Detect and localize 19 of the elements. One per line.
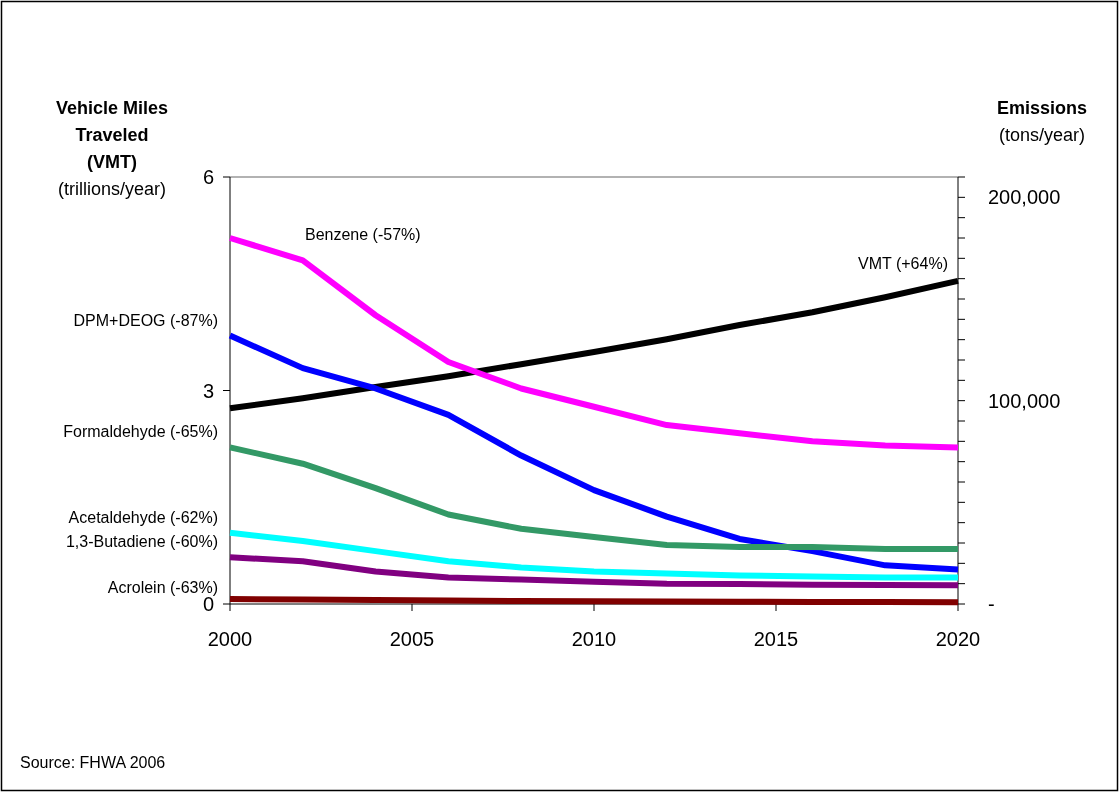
series-label: DPM+DEOG (-87%)	[73, 311, 218, 329]
x-tick-label: 2015	[753, 628, 799, 650]
source-note: Source: FHWA 2006	[20, 754, 166, 771]
y2-tick-label: 200,000	[988, 186, 1061, 209]
series-label: Formaldehyde (-65%)	[63, 423, 218, 441]
y2-tick-label: -	[988, 593, 995, 615]
x-tick-label: 2010	[571, 628, 617, 650]
x-tick-label: 2005	[389, 628, 435, 650]
y-tick-label: 6	[202, 166, 214, 188]
series-label: VMT (+64%)	[858, 254, 948, 272]
x-tick-label: 2020	[935, 628, 981, 650]
x-tick-label: 2000	[207, 628, 253, 650]
y-tick-label: 3	[202, 379, 214, 402]
series-label: Acetaldehyde (-62%)	[68, 508, 218, 526]
series-label: Benzene (-57%)	[304, 226, 421, 244]
y-axis-title: Vehicle Miles Traveled (VMT) (trillions/year)	[55, 98, 169, 199]
series-label: 1,3-Butadiene (-60%)	[65, 533, 218, 551]
y2-axis-title: Emissions (tons/year)	[996, 98, 1088, 145]
y2-tick-label: 100,000	[988, 389, 1061, 412]
